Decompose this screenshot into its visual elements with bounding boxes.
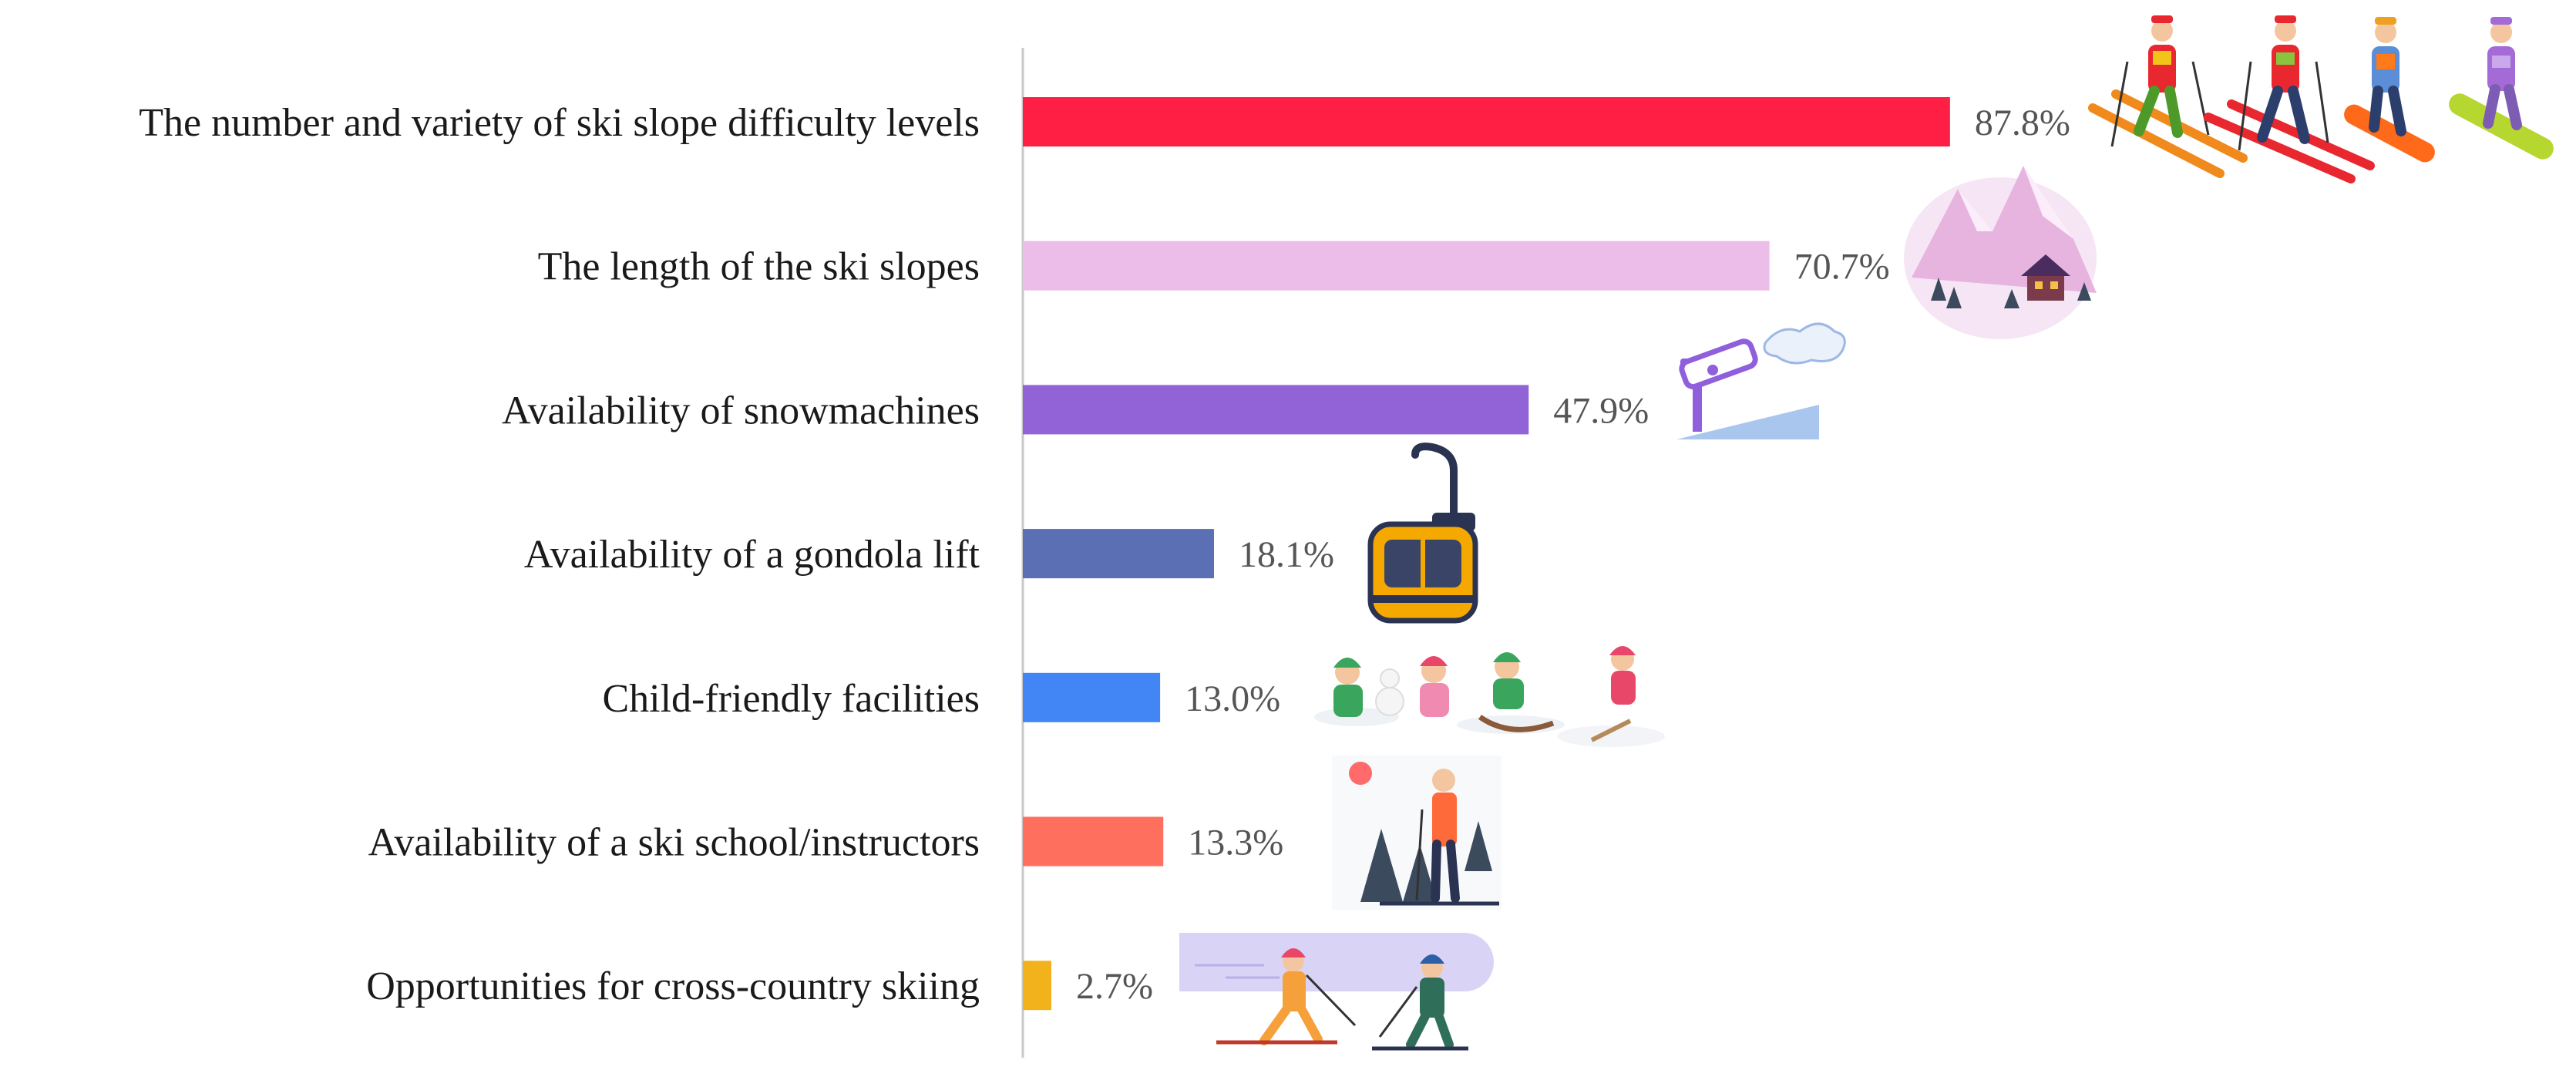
category-label-7: Opportunities for cross-country skiing: [366, 964, 980, 1008]
bar-2: [1023, 241, 1770, 291]
bar-5: [1023, 672, 1161, 722]
gondola-cabin-icon: [1367, 443, 1478, 624]
value-labels-group: 87.8% 70.7% 47.9% 18.1% 13.0% 13.3% 2.7%: [1076, 103, 2070, 1007]
category-label-4: Availability of a gondola lift: [524, 533, 980, 577]
value-label-3: 47.9%: [1553, 390, 1649, 431]
value-label-1: 87.8%: [1975, 103, 2070, 143]
value-label-7: 2.7%: [1076, 966, 1153, 1007]
category-label-1: The number and variety of ski slope diff…: [139, 101, 980, 145]
cross-country-skiers-icon: [1179, 933, 1494, 1051]
category-label-6: Availability of a ski school/instructors: [368, 821, 980, 865]
value-label-4: 18.1%: [1239, 534, 1334, 575]
category-label-2: The length of the ski slopes: [538, 245, 980, 289]
value-label-2: 70.7%: [1794, 247, 1890, 288]
children-playing-in-snow-icon: [1314, 646, 1665, 747]
bars-group: [1023, 97, 1950, 1011]
category-label-5: Child-friendly facilities: [602, 677, 980, 721]
bar-4: [1023, 529, 1214, 579]
skiers-and-snowboarders-icon: [2088, 15, 2554, 183]
bar-3: [1023, 385, 1529, 435]
bar-7: [1023, 961, 1051, 1011]
category-label-3: Availability of snowmachines: [502, 389, 980, 432]
value-label-6: 13.3%: [1188, 823, 1283, 863]
snow-machine-icon: [1676, 322, 1846, 439]
snowy-mountain-chalet-icon: [1904, 166, 2097, 339]
value-label-5: 13.0%: [1185, 678, 1280, 719]
category-labels-group: The number and variety of ski slope diff…: [139, 101, 980, 1008]
ski-instructor-icon: [1332, 756, 1502, 910]
bar-1: [1023, 97, 1950, 146]
bar-6: [1023, 816, 1164, 867]
